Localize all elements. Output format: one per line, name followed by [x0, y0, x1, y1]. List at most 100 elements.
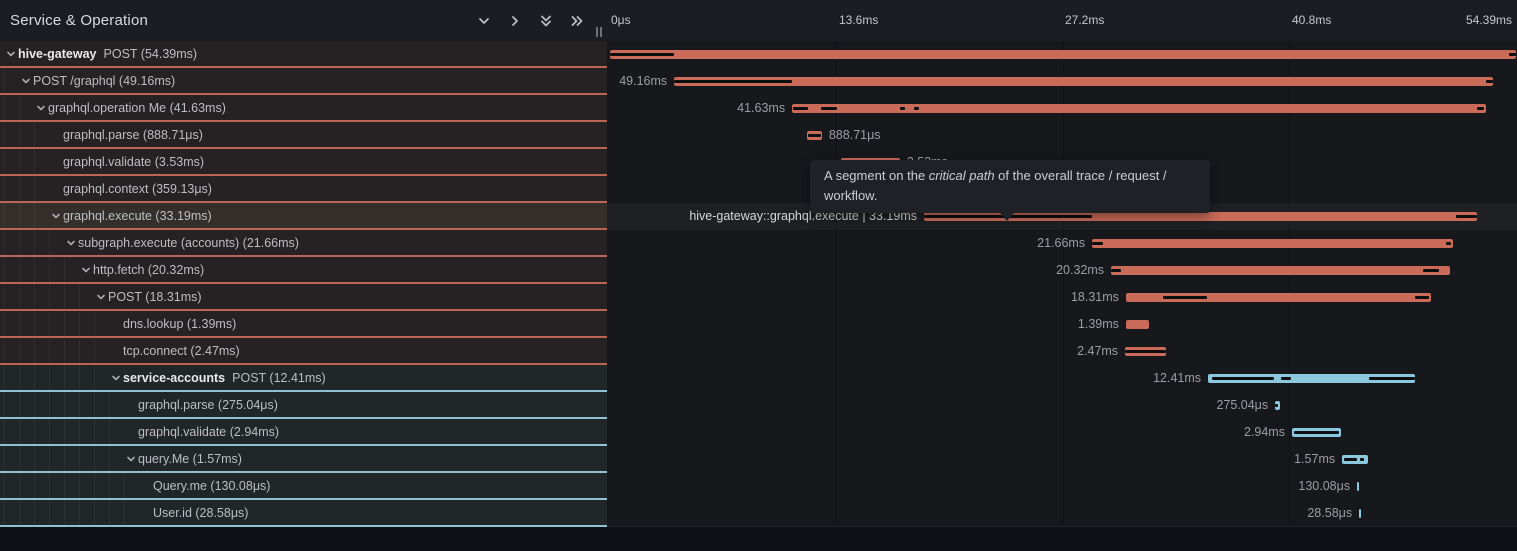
expand-one-icon[interactable]	[507, 13, 523, 29]
span-name-cell[interactable]: graphql.parse (275.04μs)	[0, 392, 607, 419]
span-name-cell[interactable]: POST (18.31ms)	[0, 284, 607, 311]
span-name-cell[interactable]: subgraph.execute (accounts) (21.66ms)	[0, 230, 607, 257]
span-name-cell[interactable]: graphql.parse (888.71μs)	[0, 122, 607, 149]
span-row[interactable]: graphql.validate (3.53ms)3.53ms	[0, 149, 1517, 176]
span-bar[interactable]	[610, 50, 1516, 59]
span-row[interactable]: graphql.context (359.13μs)359.13μs	[0, 176, 1517, 203]
indent-guide	[4, 95, 5, 120]
span-row[interactable]: graphql.operation Me (41.63ms) 41.63ms	[0, 95, 1517, 122]
indent-guide	[34, 500, 35, 525]
span-name-cell[interactable]: graphql.execute (33.19ms)	[0, 203, 607, 230]
span-name-cell[interactable]: http.fetch (20.32ms)	[0, 257, 607, 284]
span-bar[interactable]	[1208, 374, 1415, 383]
span-row[interactable]: graphql.parse (888.71μs) 888.71μs	[0, 122, 1517, 149]
span-bar[interactable]	[1357, 482, 1360, 491]
critical-path-segment	[1456, 215, 1477, 218]
span-name-cell[interactable]: User.id (28.58μs)	[0, 500, 607, 527]
span-row[interactable]: hive-gateway POST (54.39ms)	[0, 41, 1517, 68]
span-duration-label: 12.41ms	[1153, 371, 1202, 385]
span-row[interactable]: Query.me (130.08μs) 130.08μs	[0, 473, 1517, 500]
chevron-down-icon[interactable]	[49, 211, 63, 221]
indent-guide	[4, 365, 5, 390]
span-name-cell[interactable]: graphql.validate (3.53ms)	[0, 149, 607, 176]
chevron-down-icon[interactable]	[79, 265, 93, 275]
span-bar[interactable]	[1092, 239, 1453, 248]
tick-label: 40.8ms	[1292, 13, 1332, 27]
span-name-cell[interactable]: graphql.operation Me (41.63ms)	[0, 95, 607, 122]
service-name: service-accounts	[123, 370, 226, 385]
span-row[interactable]: graphql.execute (33.19ms) hive-gateway::g…	[0, 203, 1517, 230]
span-row[interactable]: tcp.connect (2.47ms) 2.47ms	[0, 338, 1517, 365]
span-name-cell[interactable]: Query.me (130.08μs)	[0, 473, 607, 500]
span-track: 21.66ms	[607, 230, 1517, 257]
span-bar[interactable]	[1125, 320, 1150, 329]
span-bar[interactable]	[792, 104, 1486, 113]
span-row[interactable]: query.Me (1.57ms) 1.57ms	[0, 446, 1517, 473]
critical-path-segment	[1162, 296, 1207, 299]
span-row[interactable]: service-accounts POST (12.41ms) 12.41ms	[0, 365, 1517, 392]
indent-guide	[4, 149, 5, 174]
span-name-cell[interactable]: hive-gateway POST (54.39ms)	[0, 41, 607, 68]
indent-guide	[49, 500, 50, 525]
indent-guide	[34, 365, 35, 390]
critical-path-segment	[1111, 269, 1122, 272]
indent-guide	[79, 419, 80, 444]
span-bar[interactable]	[1125, 293, 1431, 302]
span-bar[interactable]	[923, 212, 1477, 221]
span-row[interactable]: http.fetch (20.32ms) 20.32ms	[0, 257, 1517, 284]
collapse-all-icon[interactable]	[538, 13, 554, 29]
critical-path-segment	[1486, 80, 1493, 83]
expand-all-icon[interactable]	[569, 13, 585, 29]
chevron-down-icon[interactable]	[109, 373, 123, 383]
indent-guide	[49, 338, 50, 363]
chevron-down-icon[interactable]	[19, 76, 33, 86]
span-rows: hive-gateway POST (54.39ms) POST /graphql …	[0, 41, 1517, 527]
span-name: POST (54.39ms)	[103, 46, 198, 61]
span-duration-label: 20.32ms	[1056, 263, 1105, 277]
chevron-down-icon[interactable]	[94, 292, 108, 302]
indent-guide	[49, 311, 50, 336]
indent-guide	[19, 122, 20, 147]
chevron-down-icon[interactable]	[34, 103, 48, 113]
span-name-cell[interactable]: dns.lookup (1.39ms)	[0, 311, 607, 338]
span-name: subgraph.execute (accounts) (21.66ms)	[78, 235, 299, 250]
span-bar[interactable]	[674, 77, 1493, 86]
indent-guide	[34, 149, 35, 174]
span-name-cell[interactable]: POST /graphql (49.16ms)	[0, 68, 607, 95]
chevron-down-icon[interactable]	[124, 454, 138, 464]
column-resize-grip[interactable]	[596, 27, 602, 37]
tick-label: 13.6ms	[839, 13, 879, 27]
span-row[interactable]: graphql.validate (2.94ms) 2.94ms	[0, 419, 1517, 446]
span-name-cell[interactable]: service-accounts POST (12.41ms)	[0, 365, 607, 392]
span-name-cell[interactable]: query.Me (1.57ms)	[0, 446, 607, 473]
span-name-cell[interactable]: graphql.context (359.13μs)	[0, 176, 607, 203]
span-name-cell[interactable]: graphql.validate (2.94ms)	[0, 419, 607, 446]
span-bar[interactable]	[1359, 509, 1362, 518]
indent-guide	[19, 446, 20, 471]
span-row[interactable]: User.id (28.58μs) 28.58μs	[0, 500, 1517, 527]
collapse-one-icon[interactable]	[476, 13, 492, 29]
indent-guide	[64, 311, 65, 336]
indent-guide	[34, 473, 35, 498]
indent-guide	[19, 284, 20, 309]
timeline-canvas	[607, 41, 1517, 527]
indent-guide	[19, 392, 20, 417]
span-row[interactable]: dns.lookup (1.39ms) 1.39ms	[0, 311, 1517, 338]
chevron-down-icon[interactable]	[64, 238, 78, 248]
span-row[interactable]: POST /graphql (49.16ms) 49.16ms	[0, 68, 1517, 95]
indent-guide	[49, 473, 50, 498]
critical-path-segment	[913, 107, 919, 110]
service-operation-header: Service & Operation	[0, 0, 607, 41]
span-row[interactable]: graphql.parse (275.04μs) 275.04μs	[0, 392, 1517, 419]
chevron-down-icon[interactable]	[4, 49, 18, 59]
indent-guide	[4, 392, 5, 417]
indent-guide	[19, 230, 20, 255]
indent-guide	[49, 284, 50, 309]
span-row[interactable]: POST (18.31ms) 18.31ms	[0, 284, 1517, 311]
span-bar[interactable]	[1111, 266, 1450, 275]
span-name: graphql.context (359.13μs)	[63, 181, 212, 196]
span-name-cell[interactable]: tcp.connect (2.47ms)	[0, 338, 607, 365]
span-row[interactable]: subgraph.execute (accounts) (21.66ms) 21.…	[0, 230, 1517, 257]
indent-guide	[49, 392, 50, 417]
indent-guide	[94, 419, 95, 444]
